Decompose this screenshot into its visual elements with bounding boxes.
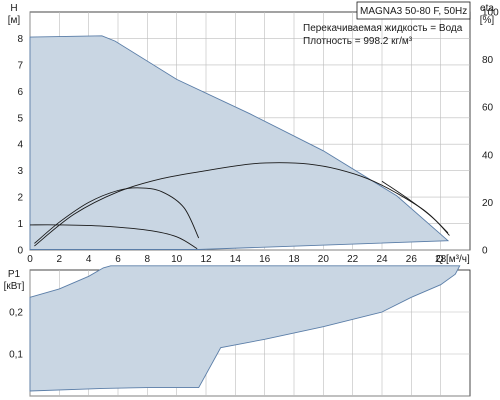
x-tick-label: 12 <box>200 254 212 265</box>
power-tick-label: 0,1 <box>9 350 23 361</box>
y-tick-label: 7 <box>17 60 23 71</box>
power-y-ticks: 0,1 0,2 <box>9 308 23 361</box>
x-tick-label: 24 <box>376 254 388 265</box>
y-tick-label: 8 <box>17 34 23 45</box>
x-tick-label: 4 <box>86 254 92 265</box>
efficiency-y-ticks: 0 20 40 60 80 100 <box>482 8 499 257</box>
y-axis-label: H <box>10 3 17 14</box>
y2-axis-unit: [%] <box>480 15 495 26</box>
x-axis-unit: [м³/ч] <box>446 254 470 265</box>
x-tick-label: 0 <box>27 254 33 265</box>
x-tick-label: 28 <box>435 254 447 265</box>
y2-tick-label: 0 <box>482 246 488 257</box>
y2-tick-label: 80 <box>482 55 494 66</box>
y-tick-label: 2 <box>17 193 23 204</box>
flow-x-ticks: 0 2 4 6 8 10 12 14 16 18 20 22 24 26 28 <box>27 254 446 265</box>
performance-curve-4 <box>381 180 450 236</box>
y2-tick-label: 100 <box>482 8 499 19</box>
performance-curves <box>29 162 450 250</box>
chart-title: MAGNA3 50-80 F, 50Hz <box>360 6 467 17</box>
performance-curve-3 <box>34 162 449 247</box>
x-tick-label: 20 <box>318 254 330 265</box>
y-tick-label: 4 <box>17 140 23 151</box>
y-tick-label: 1 <box>17 219 23 230</box>
x-tick-label: 8 <box>145 254 151 265</box>
y2-tick-label: 60 <box>482 103 494 114</box>
title-box <box>356 1 471 20</box>
x-tick-label: 14 <box>230 254 242 265</box>
x-tick-label: 26 <box>406 254 418 265</box>
power-chart: 0,1 0,2 P1 [кВт] <box>4 265 471 397</box>
x-axis-label: Q <box>436 254 444 265</box>
x-tick-label: 16 <box>259 254 271 265</box>
head-y-ticks: 0 1 2 3 4 5 6 7 8 <box>17 34 23 257</box>
x-tick-label: 18 <box>288 254 300 265</box>
power-axis-label: P1 <box>8 269 21 280</box>
x-tick-label: 22 <box>347 254 359 265</box>
power-tick-label: 0,2 <box>9 308 23 319</box>
head-operating-area <box>29 35 450 250</box>
y-tick-label: 6 <box>17 87 23 98</box>
x-tick-label: 6 <box>115 254 121 265</box>
y2-tick-label: 40 <box>482 150 494 161</box>
x-tick-label: 10 <box>171 254 183 265</box>
x-tick-label: 2 <box>57 254 63 265</box>
density-annotation: Плотность = 998.2 кг/м³ <box>303 36 413 47</box>
y-tick-label: 5 <box>17 113 23 124</box>
power-operating-area <box>29 265 461 392</box>
power-axis-unit: [кВт] <box>4 281 25 292</box>
y2-tick-label: 20 <box>482 198 494 209</box>
y-tick-label: 3 <box>17 166 23 177</box>
y-tick-label: 0 <box>17 246 23 257</box>
y-axis-unit: [м] <box>8 15 21 26</box>
y2-axis-label: eta <box>480 3 494 14</box>
performance-curve-2 <box>34 187 200 244</box>
fluid-annotation: Перекачиваемая жидкость = Вода <box>303 23 463 34</box>
